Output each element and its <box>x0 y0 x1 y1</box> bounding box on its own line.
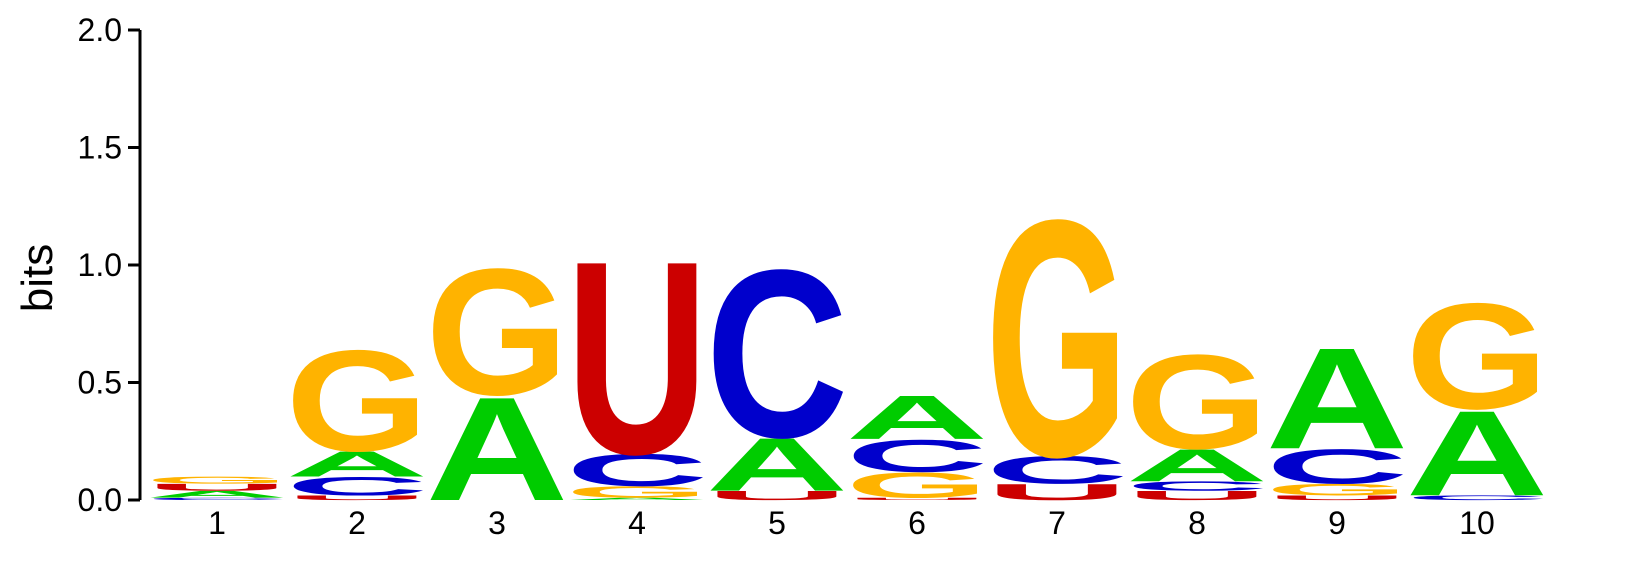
logo-letter-g: G <box>1406 272 1549 441</box>
logo-letter-a: A <box>706 422 849 507</box>
logo-letter-c: C <box>1266 439 1409 494</box>
logo-letter-g: G <box>1266 480 1409 498</box>
y-tick-label: 2.0 <box>78 12 122 48</box>
x-tick-label: 2 <box>348 505 366 541</box>
x-tick-label: 6 <box>908 505 926 541</box>
x-tick-label: 4 <box>628 505 646 541</box>
y-tick-label: 0.5 <box>78 365 122 401</box>
logo-letter-c: C <box>286 471 429 500</box>
logo-letter-c: C <box>986 448 1129 492</box>
x-tick-label: 5 <box>768 505 786 541</box>
logo-letter-c: C <box>706 220 849 488</box>
logo-letter-a: A <box>846 383 989 453</box>
x-tick-label: 10 <box>1459 505 1495 541</box>
y-axis-label: bits <box>13 244 62 312</box>
logo-letter-c: C <box>1126 479 1269 494</box>
x-axis-labels: 1 2 3 4 5 6 7 8 9 10 <box>208 505 1495 541</box>
x-tick-label: 3 <box>488 505 506 541</box>
y-tick-label: 1.0 <box>78 247 122 283</box>
logo-letter-g: G <box>986 150 1129 528</box>
logo-letter-a: A <box>1126 440 1269 491</box>
logo-letter-u: U <box>1266 494 1409 501</box>
logo-letter-a: A <box>426 366 569 531</box>
logo-letter-a: A <box>146 489 289 500</box>
logo-letter-g: G <box>1126 327 1269 477</box>
logo-letter-c: C <box>846 431 989 482</box>
logo-letter-u: U <box>846 497 989 501</box>
logo-letter-a: A <box>286 444 429 484</box>
x-tick-label: 7 <box>1048 505 1066 541</box>
logo-letter-u: U <box>146 482 289 493</box>
x-tick-label: 9 <box>1328 505 1346 541</box>
logo-letter-u: U <box>286 494 429 501</box>
y-tick-label: 1.5 <box>78 130 122 166</box>
logo-letter-u: U <box>566 204 709 512</box>
x-tick-label: 1 <box>208 505 226 541</box>
logo-letter-u: U <box>986 479 1129 505</box>
x-tick-label: 8 <box>1188 505 1206 541</box>
logo-letter-c: C <box>146 497 289 501</box>
y-axis-ticks: 0.0 0.5 1.0 1.5 2.0 <box>78 12 140 518</box>
logo-letter-g: G <box>146 475 289 486</box>
logo-letter-g: G <box>846 465 989 505</box>
logo-letter-a: A <box>1406 385 1549 521</box>
logo-letter-g: G <box>566 483 709 501</box>
logo-letter-a: A <box>1266 317 1409 479</box>
logo-letter-c: C <box>1406 494 1549 501</box>
logo-letter-g: G <box>286 320 429 482</box>
logo-letter-c: C <box>566 445 709 496</box>
logo-letter-u: U <box>1126 488 1269 503</box>
logo-letter-u: U <box>706 488 849 503</box>
logo-letter-a: A <box>566 497 709 501</box>
logo-letter-g: G <box>426 231 569 433</box>
y-tick-label: 0.0 <box>78 482 122 518</box>
